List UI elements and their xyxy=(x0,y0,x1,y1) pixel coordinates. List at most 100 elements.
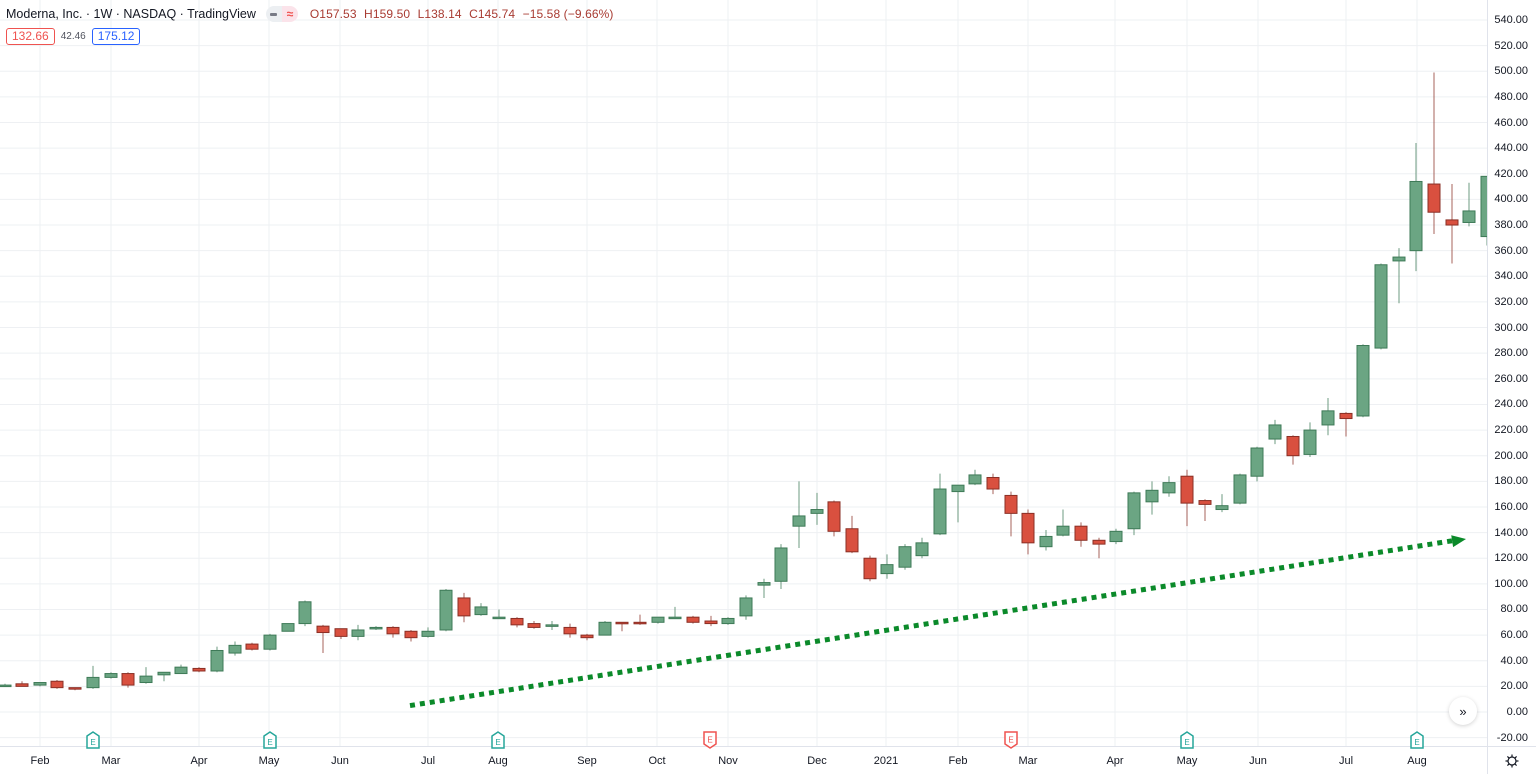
candle xyxy=(298,600,312,627)
time-tick-label: Sep xyxy=(577,755,597,767)
indicator-mid-value: 42.46 xyxy=(60,30,86,42)
svg-text:E: E xyxy=(707,736,712,745)
earnings-up-icon[interactable]: E xyxy=(263,731,277,749)
candle xyxy=(245,642,259,651)
time-tick-label: Mar xyxy=(101,755,121,767)
candle xyxy=(933,473,947,536)
candle xyxy=(580,633,594,641)
candle xyxy=(1004,491,1018,537)
price-tick-label: 120.00 xyxy=(1494,552,1528,565)
chart-pane[interactable] xyxy=(0,0,1487,746)
candle xyxy=(986,473,1000,495)
indicator-upper-value: 175.12 xyxy=(91,27,141,45)
candle xyxy=(1250,446,1264,482)
candle xyxy=(351,624,365,641)
price-tick-label: 380.00 xyxy=(1494,219,1528,232)
legend-toggle[interactable]: ≈ xyxy=(265,6,298,22)
time-tick-label: May xyxy=(1176,755,1198,767)
price-axis[interactable]: 540.00 520.00 500.00 480.00 460.00 440.00 420.… xyxy=(1487,0,1536,746)
candle xyxy=(898,544,912,570)
svg-text:E: E xyxy=(495,738,500,747)
candle xyxy=(633,614,647,625)
time-tick-label: Aug xyxy=(1407,755,1427,767)
candle xyxy=(263,633,277,651)
price-tick-label: 0.00 xyxy=(1506,706,1528,718)
candle xyxy=(1321,398,1335,436)
candle xyxy=(1198,499,1212,522)
price-tick-label: 400.00 xyxy=(1494,193,1528,206)
price-tick-label: 500.00 xyxy=(1494,65,1528,78)
low-value: L138.14 xyxy=(417,7,462,21)
earnings-down-icon[interactable]: E xyxy=(1004,731,1018,749)
time-tick-label: 2021 xyxy=(873,755,899,767)
candle xyxy=(86,665,100,689)
candle xyxy=(686,615,700,624)
trend-arrow-line[interactable] xyxy=(409,538,1455,709)
candle xyxy=(121,672,135,688)
candle xyxy=(845,515,859,554)
candle xyxy=(0,683,12,688)
candle xyxy=(210,646,224,673)
candle xyxy=(563,623,577,638)
time-tick-label: Jun xyxy=(1249,755,1267,767)
series-legend: Moderna, Inc. · 1W · NASDAQ · TradingVie… xyxy=(6,4,618,24)
candle xyxy=(1109,528,1123,545)
candle xyxy=(1039,530,1053,551)
earnings-down-icon[interactable]: E xyxy=(703,731,717,749)
candle xyxy=(1268,419,1282,445)
price-tick-label: 320.00 xyxy=(1494,295,1528,308)
candle xyxy=(810,492,824,525)
candle xyxy=(651,616,665,624)
earnings-up-icon[interactable]: E xyxy=(1410,731,1424,749)
candle xyxy=(1180,469,1194,527)
candle xyxy=(880,554,894,579)
time-tick-label: Apr xyxy=(1106,755,1124,767)
candle xyxy=(334,628,348,639)
candle xyxy=(510,617,524,628)
candle xyxy=(1127,491,1141,536)
candle xyxy=(439,588,453,632)
close-value: C145.74 xyxy=(469,7,516,21)
time-tick-label: Mar xyxy=(1018,755,1038,767)
candle xyxy=(68,687,82,691)
candle xyxy=(915,537,929,559)
minus-icon[interactable] xyxy=(265,6,282,22)
earnings-up-icon[interactable]: E xyxy=(86,731,100,749)
chart-settings-button[interactable] xyxy=(1487,746,1536,774)
time-axis[interactable]: Feb Mar Apr May Jun Jul Aug Sep Oct Nov Dec 2021 Feb… xyxy=(0,746,1487,774)
candle xyxy=(174,664,188,675)
time-tick-label: Feb xyxy=(948,755,968,767)
candle xyxy=(369,626,383,630)
time-tick-label: Nov xyxy=(718,755,738,767)
candle xyxy=(1162,476,1176,497)
price-tick-label: 440.00 xyxy=(1494,142,1528,155)
candle xyxy=(792,481,806,548)
price-tick-label: 100.00 xyxy=(1494,577,1528,590)
candle xyxy=(50,679,64,689)
candle xyxy=(1056,509,1070,537)
candle xyxy=(1303,422,1317,457)
price-tick-label: 340.00 xyxy=(1494,270,1528,283)
svg-text:E: E xyxy=(90,738,95,747)
candle xyxy=(316,624,330,654)
price-tick-label: 420.00 xyxy=(1494,167,1528,180)
candle xyxy=(1145,481,1159,515)
candle xyxy=(492,609,506,620)
candle xyxy=(827,500,841,537)
candle xyxy=(1074,522,1088,547)
symbol-title[interactable]: Moderna, Inc. · 1W · NASDAQ · TradingVie… xyxy=(6,7,256,21)
candle xyxy=(704,615,718,627)
candle xyxy=(104,672,118,679)
earnings-up-icon[interactable]: E xyxy=(1180,731,1194,749)
price-tick-label: 300.00 xyxy=(1494,321,1528,334)
price-tick-label: 180.00 xyxy=(1494,475,1528,488)
candle xyxy=(1445,184,1459,264)
scroll-to-realtime-button[interactable]: » xyxy=(1449,697,1477,725)
earnings-up-icon[interactable]: E xyxy=(491,731,505,749)
candle xyxy=(1480,175,1487,246)
candle xyxy=(404,629,418,642)
candle xyxy=(545,621,559,630)
approx-icon[interactable]: ≈ xyxy=(281,6,298,22)
candle xyxy=(1409,143,1423,272)
